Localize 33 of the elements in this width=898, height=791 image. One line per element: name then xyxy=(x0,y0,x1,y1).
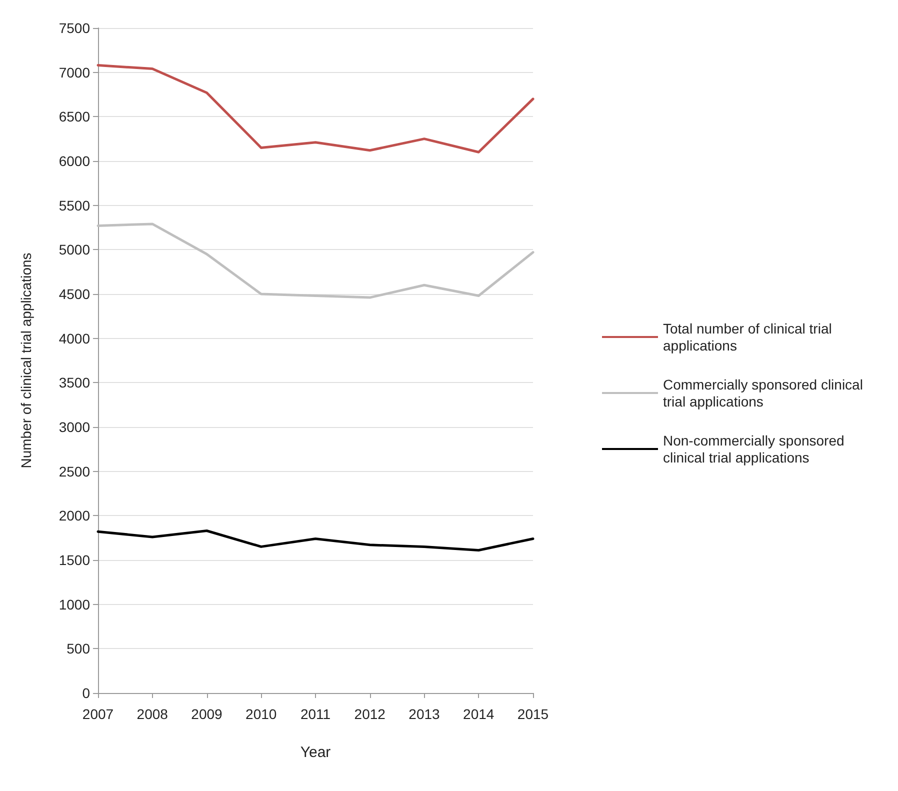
line-series xyxy=(96,64,534,154)
y-tick-label: 1500 xyxy=(58,552,90,568)
x-tick-label: 2011 xyxy=(300,706,331,722)
y-tick-label: 1000 xyxy=(58,596,90,612)
y-axis-title: Number of clinical trial applications xyxy=(18,252,34,468)
y-tick-label: 5000 xyxy=(58,242,90,258)
x-axis-title: Year xyxy=(300,744,331,761)
y-tick-label: 7500 xyxy=(58,20,90,36)
y-tick-label: 4000 xyxy=(58,330,90,346)
y-tick-label: 6500 xyxy=(58,108,90,125)
y-tick-label: 3000 xyxy=(58,419,90,435)
legend-label: Non-commercially sponsored clinical trial applications xyxy=(663,432,848,466)
y-tick-label: 4500 xyxy=(58,286,90,302)
x-tick-label: 2007 xyxy=(82,706,114,722)
x-tick-label: 2009 xyxy=(191,706,223,722)
legend-label: Total number of clinical trial applications xyxy=(663,320,836,354)
x-tick-label: 2013 xyxy=(408,706,440,722)
x-tick-label: 2015 xyxy=(517,706,549,722)
x-tick-label: 2014 xyxy=(463,706,494,722)
legend-label: Commercially sponsored clinical trial applications xyxy=(663,376,867,410)
y-tick-label: 5500 xyxy=(58,197,90,214)
y-tick-label: 6000 xyxy=(58,153,90,169)
x-tick-label: 2012 xyxy=(354,706,386,722)
y-tick-label: 7000 xyxy=(58,64,90,80)
x-tick-label: 2008 xyxy=(136,706,168,722)
y-tick-label: 2000 xyxy=(58,508,90,524)
x-tick-label: 2010 xyxy=(246,706,277,722)
line-series xyxy=(96,529,534,552)
line-series xyxy=(96,222,534,299)
y-tick-label: 500 xyxy=(66,640,90,657)
y-tick-label: 0 xyxy=(82,685,90,701)
y-tick-label: 3500 xyxy=(58,374,90,391)
y-tick-label: 2500 xyxy=(58,463,90,480)
